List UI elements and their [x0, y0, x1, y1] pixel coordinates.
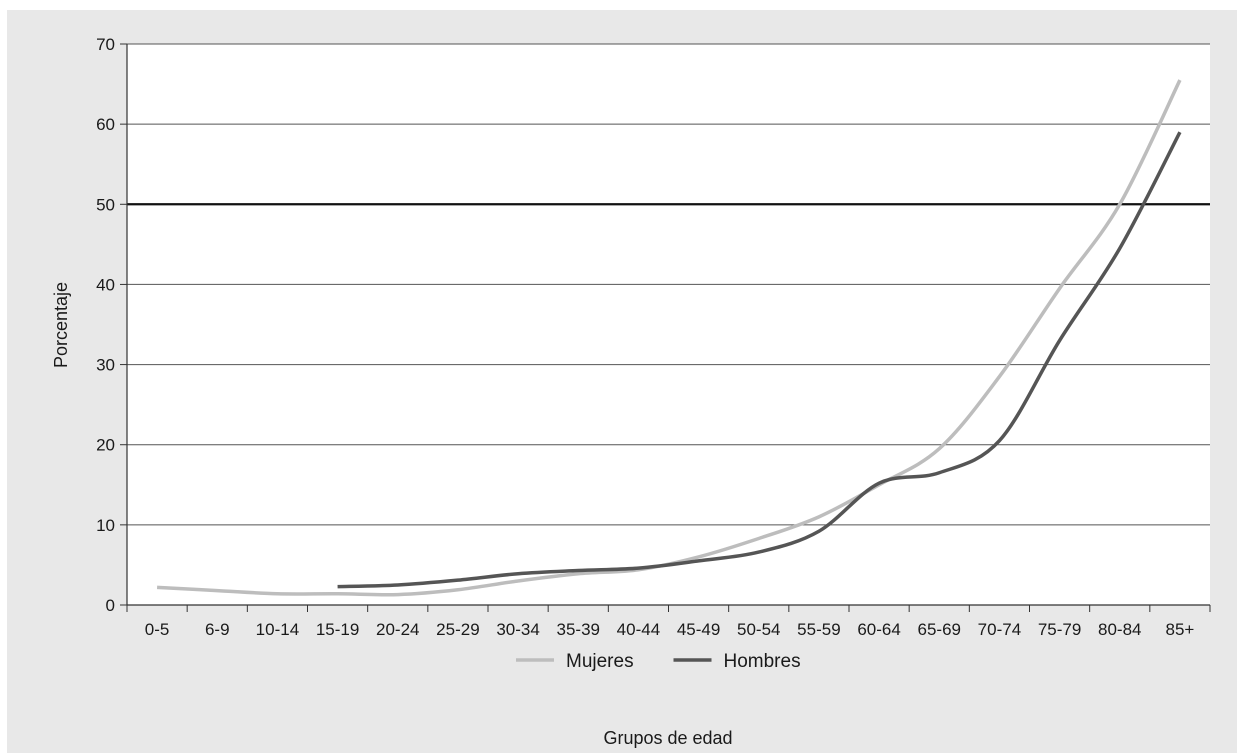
series-line-hombres	[337, 131, 1182, 589]
x-tick-label: 85+	[1165, 620, 1194, 639]
x-tick-label: 20-24	[376, 620, 419, 639]
x-tick-label: 55-59	[797, 620, 840, 639]
axes	[120, 43, 1211, 612]
x-tick-label: 65-69	[918, 620, 961, 639]
x-tick-label: 40-44	[617, 620, 660, 639]
x-tick-label: 25-29	[436, 620, 479, 639]
y-tick-label: 60	[96, 115, 115, 134]
x-tick-labels: 0-5 6-9 10-14 15-19 20-24 25-29 30-34 35-39 40-4…	[145, 620, 1195, 639]
series-lines	[156, 79, 1182, 597]
x-tick-label: 80-84	[1098, 620, 1141, 639]
y-tick-label: 10	[96, 516, 115, 535]
y-tick-label: 0	[106, 596, 115, 615]
x-tick-label: 60-64	[857, 620, 900, 639]
x-tick-label: 15-19	[316, 620, 359, 639]
x-tick-label: 6-9	[205, 620, 230, 639]
y-axis-title: Porcentaje	[51, 282, 71, 368]
x-tick-label: 45-49	[677, 620, 720, 639]
x-tick-label: 0-5	[145, 620, 170, 639]
x-tick-label: 70-74	[978, 620, 1021, 639]
x-tick-label: 10-14	[256, 620, 299, 639]
plot-area	[127, 44, 1210, 605]
series-line-mujeres	[156, 79, 1182, 597]
y-tick-label: 40	[96, 275, 115, 294]
legend: Mujeres Hombres	[516, 651, 801, 672]
x-tick-label: 30-34	[496, 620, 539, 639]
x-tick-label: 50-54	[737, 620, 780, 639]
x-axis-title: Grupos de edad	[603, 728, 732, 748]
gridlines	[127, 43, 1210, 526]
x-tick-label: 75-79	[1038, 620, 1081, 639]
y-tick-label: 20	[96, 436, 115, 455]
y-tick-label: 30	[96, 356, 115, 375]
legend-label-hombres: Hombres	[724, 651, 801, 672]
y-tick-label: 50	[96, 195, 115, 214]
y-tick-labels: 0 10 20 30 40 50 60 70	[96, 35, 115, 615]
y-tick-label: 70	[96, 35, 115, 54]
legend-label-mujeres: Mujeres	[566, 651, 634, 672]
x-tick-label: 35-39	[557, 620, 600, 639]
